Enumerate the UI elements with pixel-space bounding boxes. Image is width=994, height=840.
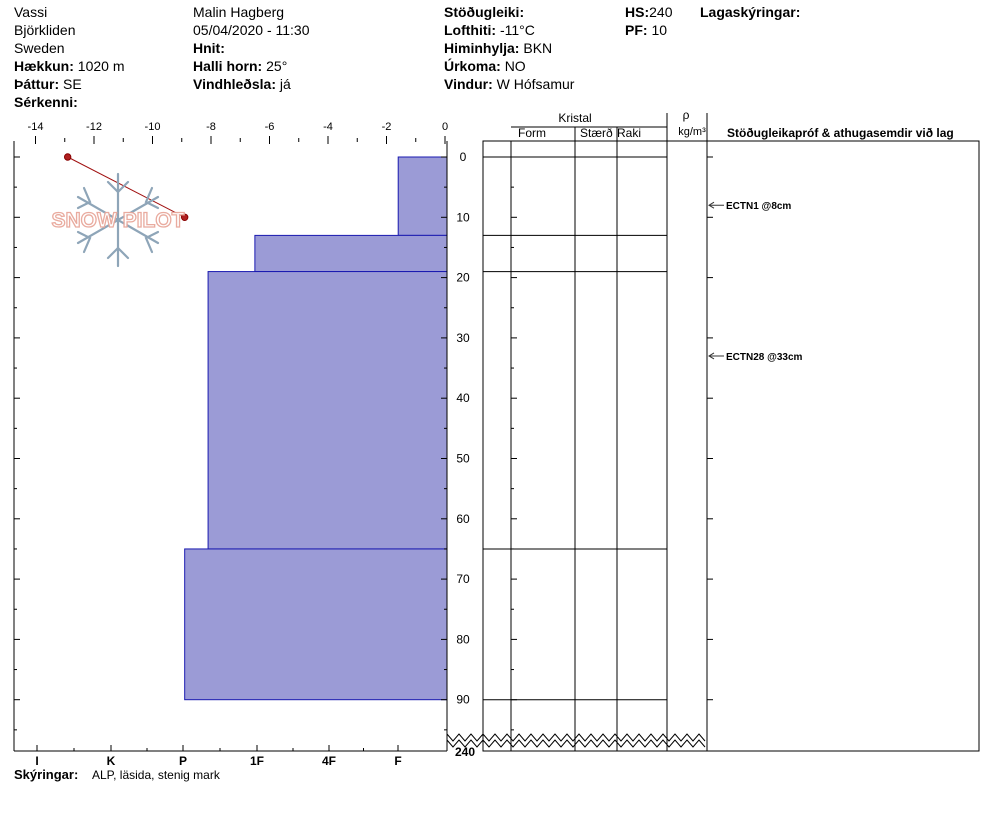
wind-value: W Hófsamur <box>496 76 575 92</box>
depth-tick-label-8: 80 <box>456 632 470 646</box>
hardness-bar-3 <box>184 548 448 701</box>
specifics-label: Sérkenni: <box>14 94 78 110</box>
depth-tick-label-5: 50 <box>456 452 470 466</box>
logo-wordmark: SNOW PILOT <box>52 209 185 232</box>
slope: Halli horn: 25° <box>193 57 287 75</box>
elevation: Hækkun: 1020 m <box>14 57 125 75</box>
temp-tick-label-2: -10 <box>145 121 161 133</box>
notes-value: ALP, läsida, stenig mark <box>92 768 221 782</box>
temperature-profile <box>63 153 189 222</box>
depth-tick-label-3: 30 <box>456 331 470 345</box>
coords: Hnit: <box>193 39 225 57</box>
col-density-unit: kg/m³ <box>678 126 706 138</box>
datetime: 05/04/2020 - 11:30 <box>193 22 310 38</box>
snow-pilot-logo: SNOW PILOT <box>38 172 198 268</box>
col-crystal: Kristal <box>558 111 591 125</box>
hardness-bar-1 <box>254 234 448 273</box>
test-arrow-head-1 <box>708 352 715 360</box>
wind: Vindur: W Hófsamur <box>444 75 574 93</box>
layer-table: ECTN1 @8cm ECTN28 @33cm <box>446 113 980 752</box>
airtemp-value: -11°C <box>499 22 535 38</box>
layer-notes-label: Lagaskýringar: <box>700 4 801 20</box>
hardness-bar-2 <box>207 271 448 550</box>
aspect-value: SE <box>63 76 82 92</box>
snowflake-icon <box>76 172 160 268</box>
sky-value: BKN <box>523 40 553 56</box>
temp-tick-label-4: -6 <box>265 121 275 133</box>
depth-tick-label-1: 10 <box>456 210 470 224</box>
temp-tick-label-1: -12 <box>86 121 102 133</box>
airtemp: Lofthiti: -11°C <box>444 21 535 39</box>
depth-tick-label-0: 0 <box>460 150 467 164</box>
temp-tick-label-6: -2 <box>382 121 392 133</box>
stability: Stöðugleiki: <box>444 3 524 21</box>
elevation-label: Hækkun: <box>14 58 74 74</box>
layer-notes: Lagaskýringar: <box>700 3 800 21</box>
test-label-0: ECTN1 @8cm <box>726 201 791 212</box>
depth-break-lower <box>446 739 706 748</box>
precip: Úrkoma: NO <box>444 57 526 75</box>
observer: Malin Hagberg <box>193 4 285 20</box>
pf: PF: 10 <box>625 21 667 39</box>
pf-label: PF: <box>625 22 648 38</box>
coords-label: Hnit: <box>193 40 225 56</box>
depth-tick-label-4: 40 <box>456 391 470 405</box>
depth-bottom-label: 240 <box>455 745 475 759</box>
stability-label: Stöðugleiki: <box>444 4 525 20</box>
test-label-1: ECTN28 @33cm <box>726 352 803 363</box>
temp-tick-label-3: -8 <box>206 121 216 133</box>
slope-label: Halli horn: <box>193 58 263 74</box>
hs-value: 240 <box>649 4 673 20</box>
hardness-label-4: 4F <box>322 754 336 768</box>
col-moisture: Raki <box>617 126 641 140</box>
wind-label: Vindur: <box>444 76 493 92</box>
location: Vassi <box>14 4 48 20</box>
col-rho: ρ <box>683 108 690 122</box>
area: Björkliden <box>14 22 76 38</box>
depth-tick-label-2: 20 <box>456 271 470 285</box>
windload-label: Vindhleðsla: <box>193 76 276 92</box>
aspect-label: Þáttur: <box>14 76 60 92</box>
aspect: Þáttur: SE <box>14 75 82 93</box>
layer-table-frame <box>482 140 980 752</box>
specifics: Sérkenni: <box>14 93 78 111</box>
country: Sweden <box>14 40 65 56</box>
chart-frame: -14 -12 -10 -8 -6 -4 -2 0 0 10 20 30 40 50 60 70 80 90 240… <box>13 121 475 768</box>
hardness-label-1: K <box>107 754 116 768</box>
precip-label: Úrkoma: <box>444 58 501 74</box>
hardness-bar-0 <box>397 156 448 236</box>
col-form: Form <box>518 126 546 140</box>
windload: Vindhleðsla: já <box>193 75 291 93</box>
depth-tick-label-9: 90 <box>456 693 470 707</box>
temp-tick-label-5: -4 <box>323 121 333 133</box>
elevation-value: 1020 m <box>77 58 125 74</box>
hardness-label-0: I <box>35 754 38 768</box>
slope-value: 25° <box>266 58 288 74</box>
hardness-label-3: 1F <box>250 754 264 768</box>
hs-label: HS: <box>625 4 650 20</box>
col-size: Stærð <box>580 126 613 140</box>
airtemp-label: Lofthiti: <box>444 22 497 38</box>
depth-tick-label-7: 70 <box>456 572 470 586</box>
hs: HS:240 <box>625 3 672 21</box>
temp-segment-0 <box>67 156 185 218</box>
notes-label: Skýringar: <box>14 767 78 782</box>
test-arrow-head-0 <box>708 201 715 209</box>
pf-value: 10 <box>651 22 668 38</box>
temp-tick-label-7: 0 <box>442 121 448 133</box>
depth-break-upper <box>446 733 706 742</box>
hardness-bars <box>184 156 448 701</box>
temp-point-0 <box>63 153 72 161</box>
windload-value: já <box>279 76 291 92</box>
hardness-label-2: P <box>179 754 187 768</box>
temp-point-1 <box>180 213 189 222</box>
depth-tick-label-6: 60 <box>456 512 470 526</box>
precip-value: NO <box>504 58 526 74</box>
hardness-label-5: F <box>394 754 401 768</box>
sky: Himinhylja: BKN <box>444 39 552 57</box>
temp-tick-label-0: -14 <box>28 121 44 133</box>
col-tests: Stöðugleikapróf & athugasemdir við lag <box>727 126 954 140</box>
sky-label: Himinhylja: <box>444 40 520 56</box>
